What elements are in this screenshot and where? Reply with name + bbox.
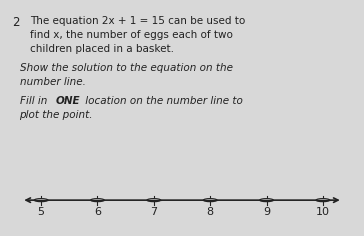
Text: Show the solution to the equation on the: Show the solution to the equation on the: [20, 63, 233, 73]
Text: 6: 6: [94, 207, 101, 217]
Circle shape: [34, 199, 48, 202]
Text: The equation 2x + 1 = 15 can be used to: The equation 2x + 1 = 15 can be used to: [30, 16, 245, 26]
Text: 5: 5: [37, 207, 45, 217]
Text: children placed in a basket.: children placed in a basket.: [30, 44, 174, 54]
Text: 10: 10: [316, 207, 330, 217]
Text: 9: 9: [263, 207, 270, 217]
Circle shape: [203, 199, 217, 202]
Circle shape: [91, 199, 104, 202]
Text: 7: 7: [150, 207, 157, 217]
Text: find x, the number of eggs each of two: find x, the number of eggs each of two: [30, 30, 233, 40]
Circle shape: [147, 199, 161, 202]
Text: Fill in: Fill in: [20, 96, 50, 106]
Text: location on the number line to: location on the number line to: [82, 96, 243, 106]
Text: plot the point.: plot the point.: [20, 110, 93, 120]
Circle shape: [316, 199, 330, 202]
Text: 8: 8: [207, 207, 214, 217]
Text: ONE: ONE: [55, 96, 80, 106]
Text: number line.: number line.: [20, 77, 86, 87]
Text: 2: 2: [12, 16, 20, 29]
Circle shape: [260, 199, 273, 202]
